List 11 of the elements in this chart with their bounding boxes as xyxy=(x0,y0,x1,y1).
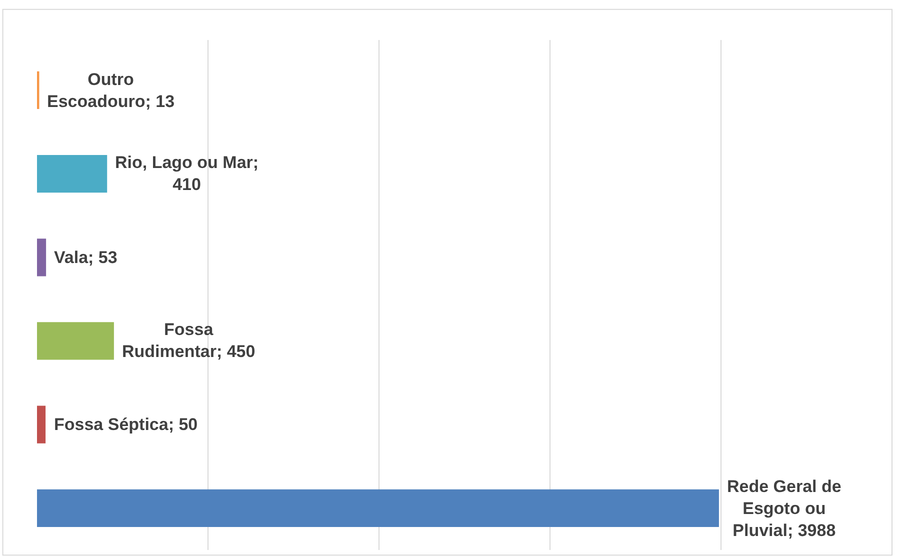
data-label: Fossa Rudimentar; 450 xyxy=(122,320,256,362)
bar xyxy=(37,154,108,193)
data-label: Fossa Séptica; 50 xyxy=(54,415,198,434)
data-label: Rede Geral de Esgoto ou Pluvial; 3988 xyxy=(727,477,842,540)
bar xyxy=(37,406,46,444)
data-label: Outro Escoadouro; 13 xyxy=(47,70,175,112)
bar xyxy=(37,322,114,360)
data-label: Rio, Lago ou Mar; 410 xyxy=(115,153,259,194)
bar xyxy=(37,238,46,276)
bar xyxy=(37,489,719,528)
data-label: Vala; 53 xyxy=(54,248,118,267)
